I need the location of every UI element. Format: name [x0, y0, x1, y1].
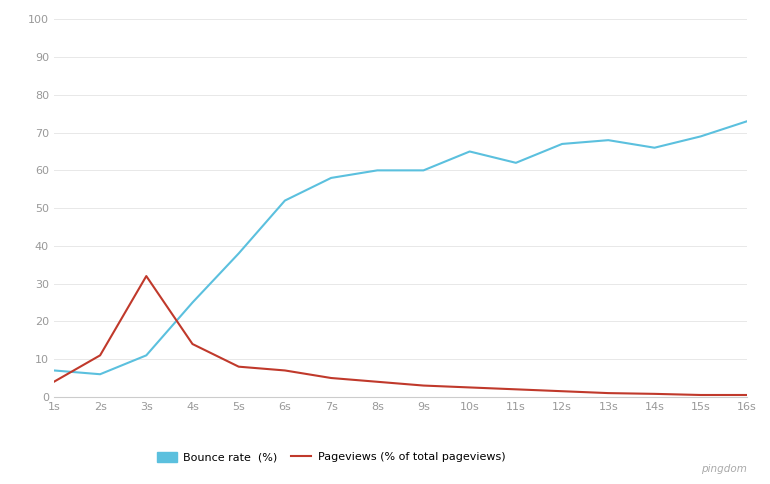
- Text: pingdom: pingdom: [701, 464, 747, 474]
- Legend: Bounce rate  (%), Pageviews (% of total pageviews): Bounce rate (%), Pageviews (% of total p…: [152, 447, 510, 467]
